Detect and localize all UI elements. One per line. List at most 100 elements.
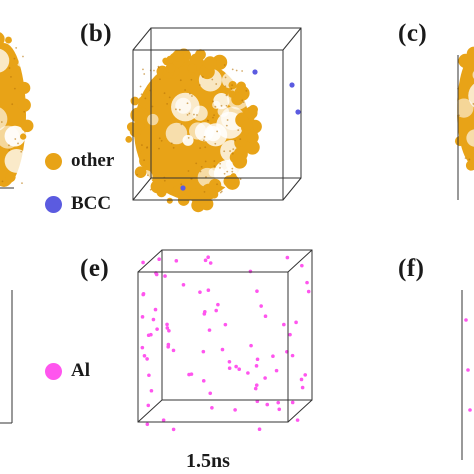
atom-speckle	[172, 146, 175, 149]
al-atom	[153, 307, 158, 312]
cluster-lobe	[20, 119, 34, 133]
cluster-lobe	[228, 90, 236, 98]
atom-speckle	[229, 150, 231, 152]
al-atom	[166, 342, 171, 347]
cluster-pore	[0, 125, 20, 149]
cluster-pore	[0, 107, 8, 131]
legend-other-label: other	[71, 150, 115, 171]
al-atom	[149, 388, 154, 393]
al-atom	[294, 320, 298, 325]
atom-speckle	[219, 191, 222, 194]
atom-speckle	[187, 137, 190, 139]
cluster-layer	[0, 32, 474, 213]
panel-label-b: (b)	[80, 20, 113, 47]
al-atom	[468, 408, 472, 412]
al-atom	[464, 318, 468, 322]
al-atom	[282, 322, 286, 327]
al-atom	[155, 327, 159, 331]
al-atom	[142, 353, 147, 358]
al-atom	[147, 373, 151, 378]
al-atom	[227, 366, 232, 371]
al-atom	[145, 357, 149, 361]
al-atom	[165, 326, 170, 330]
cluster-a	[0, 32, 34, 187]
cluster-lobe	[246, 131, 259, 144]
cluster-lobe	[209, 190, 219, 199]
al-atom	[248, 269, 253, 274]
atom-speckle	[14, 138, 17, 140]
atom-speckle	[212, 116, 214, 119]
al-atom	[255, 357, 260, 362]
al-atom	[146, 333, 151, 338]
box-e	[137, 249, 313, 423]
atom-speckle	[180, 183, 183, 186]
atom-speckle	[186, 113, 189, 116]
al-atom	[210, 406, 214, 410]
cluster-pore	[454, 98, 474, 118]
al-atom	[306, 289, 311, 294]
atom-speckle	[224, 76, 227, 79]
al-atom	[220, 347, 225, 352]
al-atom	[145, 422, 150, 427]
al-atom	[246, 371, 250, 375]
cluster-lobe	[0, 32, 5, 46]
atom-speckle	[189, 92, 191, 95]
atom-speckle	[223, 64, 226, 66]
al-atom	[276, 400, 281, 405]
atom-speckle	[205, 176, 207, 178]
al-atom	[198, 290, 202, 294]
cluster-lobe	[172, 49, 184, 62]
atom-speckle	[220, 104, 223, 107]
atom-speckle	[15, 47, 18, 49]
atom-speckle	[146, 174, 149, 177]
atom-speckle	[245, 89, 248, 92]
time-label-e: 1.5ns	[186, 450, 230, 472]
al-atom	[300, 385, 305, 390]
cluster-lobe	[5, 36, 12, 44]
atom-speckle	[184, 89, 187, 91]
cluster-lobe	[454, 136, 466, 147]
box-front-face	[132, 49, 284, 201]
legend-bcc: BCC	[45, 193, 111, 215]
al-atom	[255, 289, 259, 293]
cluster-lobe	[129, 125, 142, 138]
al-atom	[288, 332, 292, 337]
cluster-c	[454, 46, 474, 171]
al-atom	[140, 315, 145, 319]
al-atom	[227, 359, 232, 364]
atom-speckle	[178, 108, 181, 111]
legend-other-swatch	[45, 152, 62, 170]
atom-speckle	[199, 170, 202, 173]
al-atom	[171, 348, 176, 353]
atom-speckle	[186, 102, 189, 105]
atom-speckle	[239, 178, 242, 181]
cluster-pore	[147, 113, 159, 126]
atom-speckle	[187, 170, 190, 172]
al-atom	[254, 364, 259, 368]
cluster-lobe	[142, 160, 149, 167]
atom-speckle	[193, 113, 195, 116]
al-atom	[201, 349, 206, 354]
atom-speckle	[22, 55, 24, 58]
atom-speckle	[214, 142, 217, 145]
legend-bcc-swatch	[45, 195, 62, 213]
atom-speckle	[225, 94, 228, 97]
al-atom	[206, 255, 210, 260]
atom-speckle	[163, 179, 166, 182]
cluster-lobe	[10, 57, 19, 66]
atom-speckle	[168, 96, 171, 99]
atom-speckle	[235, 69, 238, 72]
atom-speckle	[153, 69, 155, 72]
atom-speckle	[216, 130, 219, 133]
cluster-lobe	[236, 81, 246, 91]
al-atom	[140, 345, 145, 350]
atom-speckle	[163, 92, 166, 95]
atom-speckle	[166, 102, 169, 105]
cluster-lobe	[5, 171, 16, 183]
atom-speckle	[219, 166, 221, 169]
box-depth-edge	[137, 249, 163, 273]
box-depth-edge	[282, 177, 302, 201]
al-atom	[202, 312, 207, 316]
